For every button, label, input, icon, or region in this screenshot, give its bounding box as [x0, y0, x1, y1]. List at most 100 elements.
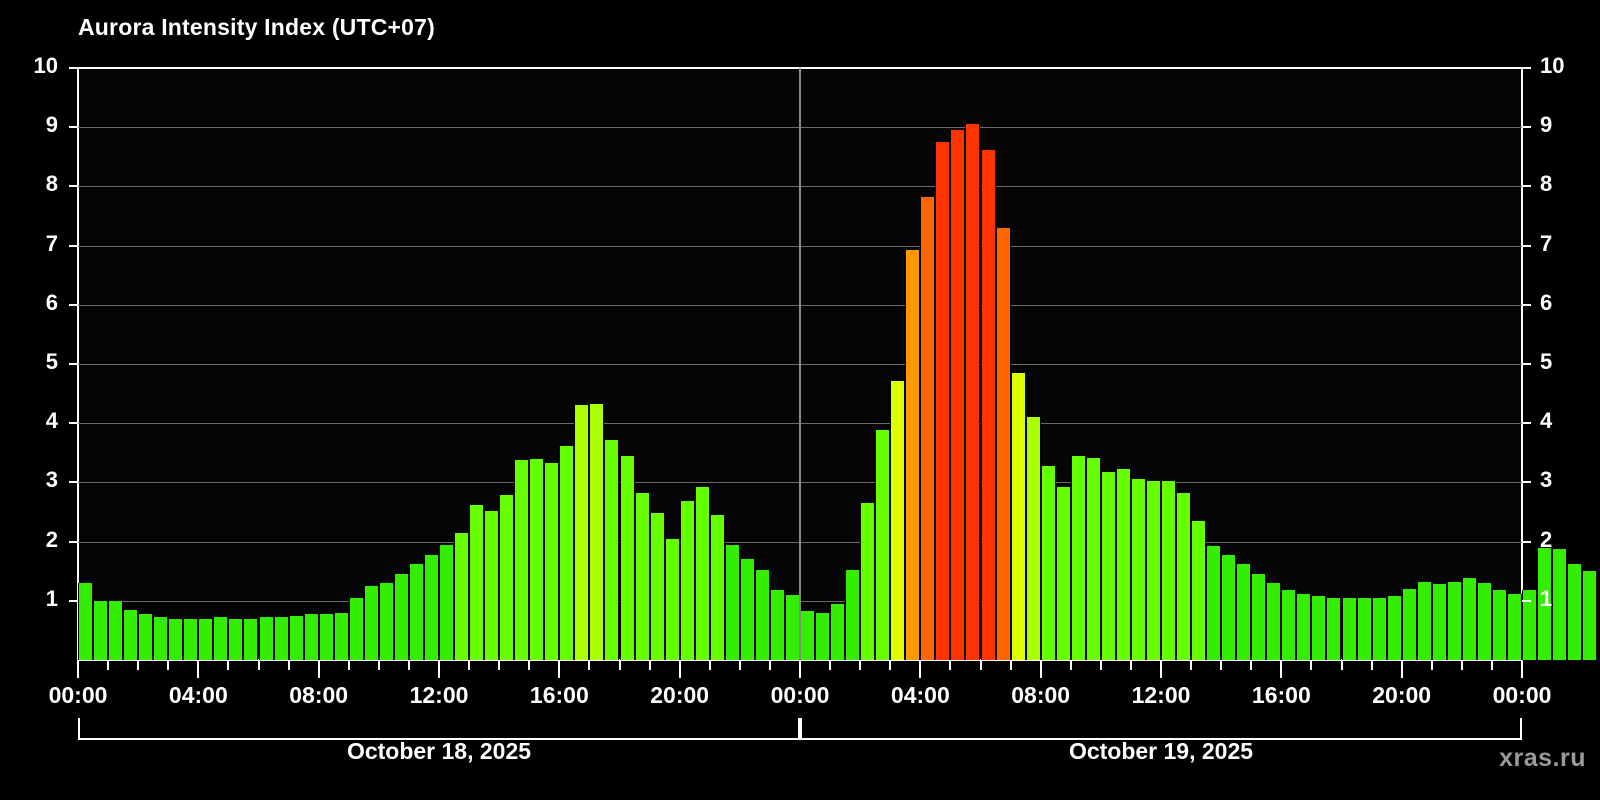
x-tick-minor: [1490, 661, 1493, 670]
y-axis-label-left: 7: [45, 230, 58, 256]
y-tick-left-3: [69, 481, 78, 484]
x-tick-minor: [618, 661, 621, 670]
bar: [393, 574, 409, 660]
y-axis-label-right: 3: [1540, 467, 1553, 493]
bar: [544, 463, 560, 660]
bar: [1401, 588, 1417, 660]
x-tick-major: [799, 661, 801, 678]
watermark: xras.ru: [1499, 744, 1586, 772]
bar: [123, 609, 139, 660]
x-tick-minor: [1340, 661, 1343, 670]
x-tick-major: [678, 661, 681, 678]
bar: [920, 197, 936, 660]
y-tick-left-4: [69, 422, 78, 425]
y-tick-left-1: [69, 599, 78, 602]
bar: [78, 583, 94, 660]
x-axis-label: 08:00: [289, 682, 349, 708]
y-axis-label-right: 7: [1540, 230, 1553, 256]
bar: [875, 430, 891, 660]
bar: [679, 501, 695, 660]
bar: [1010, 372, 1026, 660]
x-tick-minor: [738, 661, 741, 670]
bar: [1552, 548, 1568, 660]
x-tick-minor: [949, 661, 952, 670]
y-tick-left-5: [69, 363, 78, 365]
bar: [604, 439, 620, 660]
bar: [1461, 578, 1477, 660]
bar: [499, 495, 515, 660]
x-tick-minor: [137, 661, 140, 670]
x-tick-minor: [167, 661, 170, 670]
y-axis-label-left: 4: [45, 408, 58, 434]
x-axis-label: 04:00: [168, 682, 228, 708]
x-tick-minor: [498, 661, 501, 670]
y-tick-left-8: [69, 185, 78, 188]
y-axis-label-right: 1: [1540, 585, 1553, 611]
bar: [288, 615, 304, 660]
bar: [1296, 593, 1312, 660]
bar: [439, 544, 455, 660]
bar: [168, 618, 184, 660]
bar: [619, 455, 635, 660]
bar: [574, 405, 590, 660]
x-axis-label: 00:00: [770, 682, 830, 708]
x-axis-label: 08:00: [1011, 682, 1071, 708]
chart-title: Aurora Intensity Index (UTC+07): [78, 14, 436, 40]
bar: [1506, 593, 1522, 660]
x-tick-minor: [528, 661, 531, 670]
x-tick-minor: [407, 661, 410, 670]
x-tick-minor: [768, 661, 771, 670]
y-axis-label-left: 9: [45, 112, 58, 138]
bar: [1567, 564, 1583, 660]
x-axis-label: 12:00: [409, 682, 469, 708]
bar: [1100, 471, 1116, 660]
bar: [1582, 571, 1598, 660]
x-axis-label: 20:00: [1372, 682, 1432, 708]
x-axis-label: 00:00: [48, 682, 108, 708]
y-tick-left-10: [69, 67, 78, 69]
bar: [108, 600, 124, 660]
y-tick-right-9: [1522, 126, 1531, 129]
bar: [950, 130, 966, 660]
bar: [454, 532, 470, 660]
x-tick-minor: [468, 661, 471, 670]
bar: [484, 510, 500, 660]
y-axis-label-right: 10: [1540, 53, 1565, 78]
y-tick-right-5: [1522, 363, 1531, 365]
bar: [213, 617, 229, 660]
bar: [1130, 479, 1146, 660]
x-axis-label: 16:00: [1251, 682, 1311, 708]
x-tick-minor: [1310, 661, 1313, 670]
bar: [739, 559, 755, 660]
y-tick-right-2: [1522, 540, 1531, 543]
x-axis-label: 20:00: [650, 682, 710, 708]
bar: [529, 458, 545, 660]
y-tick-right-7: [1522, 244, 1531, 247]
bar: [830, 603, 846, 660]
bar: [664, 538, 680, 660]
bar: [1386, 596, 1402, 660]
bar: [589, 404, 605, 660]
bar: [423, 554, 439, 660]
bar: [1221, 554, 1237, 660]
day-bracket: [800, 718, 1522, 740]
x-tick-major: [1521, 661, 1523, 678]
x-tick-minor: [287, 661, 290, 670]
bar: [980, 149, 996, 660]
x-tick-minor: [347, 661, 350, 670]
bar: [198, 618, 214, 660]
bar: [1476, 583, 1492, 660]
bar: [1085, 457, 1101, 660]
bar: [709, 514, 725, 660]
x-tick-major: [1400, 661, 1403, 678]
bar: [1266, 583, 1282, 660]
bar: [634, 493, 650, 660]
y-tick-left-2: [69, 540, 78, 543]
x-tick-minor: [1430, 661, 1433, 670]
bar: [724, 544, 740, 660]
bar: [408, 564, 424, 660]
x-tick-minor: [377, 661, 380, 670]
day-divider-line: [799, 68, 801, 660]
bar: [469, 504, 485, 660]
